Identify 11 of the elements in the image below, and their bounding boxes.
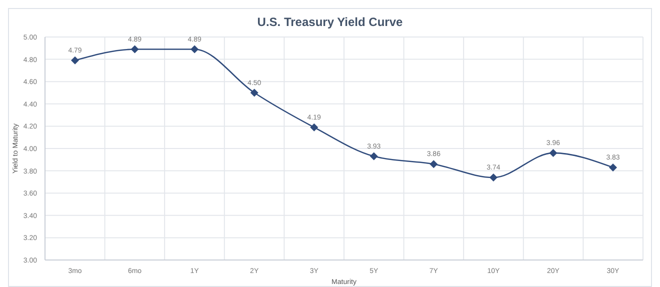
chart-title: U.S. Treasury Yield Curve (256, 14, 404, 31)
point (489, 173, 498, 182)
point (130, 45, 139, 54)
point (430, 160, 438, 168)
point (370, 152, 378, 160)
point (549, 148, 558, 157)
point (250, 88, 258, 97)
point (310, 123, 318, 132)
point (609, 163, 617, 172)
point (71, 56, 79, 64)
point (190, 45, 199, 54)
